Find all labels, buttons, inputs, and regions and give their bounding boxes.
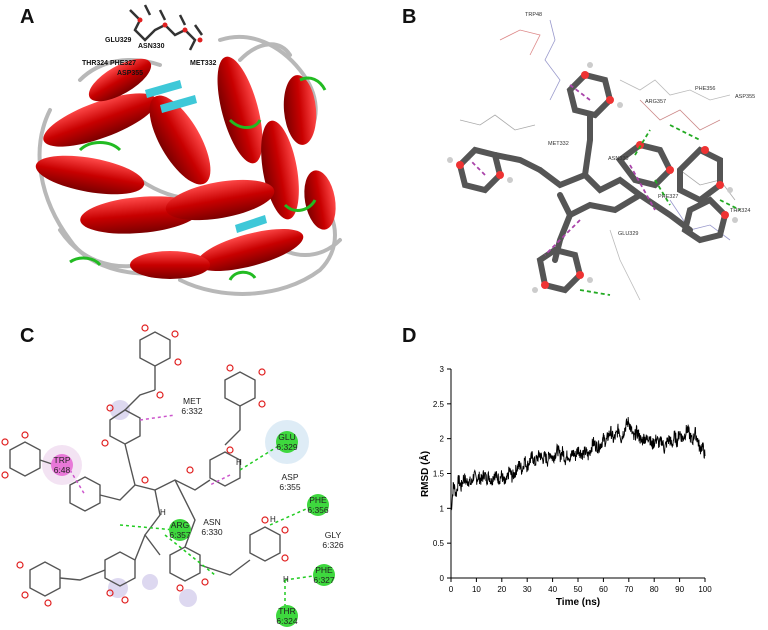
hydrogen-atom: H [283,575,289,584]
panel-c-residue-labels: MET 6:332 TRP 6:48 GLU 6:329 ASP 6:355 P… [54,396,344,626]
panel-b-binding-pocket: TRP48 MET332 ARG357 PHE356 ASP355 ASN330… [447,12,755,301]
residue-label: ASP355 [735,94,755,100]
residue-name: THR [278,606,295,616]
residue-name: PHE [309,495,327,505]
panel-b-residue-labels: TRP48 MET332 ARG357 PHE356 ASP355 ASN330… [525,12,755,237]
x-tick-label: 20 [497,585,506,594]
ligand-skeleton [9,331,281,597]
residue-number: 6:356 [307,505,329,515]
panel-a-residue-labels: GLU329 ASN330 THR324 PHE327 ASP355 MET33… [82,37,217,77]
panel-a-protein-structure: GLU329 ASN330 THR324 PHE327 ASP355 MET33… [35,4,342,296]
residue-label: PHE327 [110,60,136,67]
residue-label: THR324 [82,60,108,67]
y-tick-label: 2 [440,435,445,444]
residue-name: GLY [325,530,342,540]
residue-discs [51,431,335,627]
residue-name: TRP [54,455,71,465]
residue-name: ASN [203,517,220,527]
x-tick-label: 90 [675,585,684,594]
x-tick-label: 0 [449,585,454,594]
residue-number: 6:324 [276,616,298,626]
ligand-thick-sticks [456,71,729,294]
residue-label: PHE356 [695,86,716,92]
hydrogen-bonds [579,124,741,296]
residue-name: PHE [315,565,333,575]
residue-number: 6:327 [313,575,335,585]
residue-label: MET332 [190,60,217,67]
residue-number: 6:48 [54,465,71,475]
turns [69,76,327,281]
y-tick-label: 1.5 [433,470,445,479]
residue-label: ASP355 [117,70,143,77]
residue-number: 6:357 [169,530,191,540]
residue-name: ARG [171,520,189,530]
rmsd-series-line [450,416,706,512]
residue-number: 6:329 [276,442,298,452]
x-axis-label: Time (ns) [556,597,600,608]
x-tick-label: 40 [548,585,557,594]
residue-label: ASN330 [138,43,165,50]
alpha-helices [35,56,336,279]
residue-label: ARG357 [645,99,666,105]
residue-label: PHE327 [658,194,679,200]
residue-name: MET [183,396,201,406]
ligand-sticks [129,4,204,51]
pi-interactions [469,84,656,256]
residue-number: 6:355 [279,482,301,492]
residue-label: MET332 [548,141,569,147]
residue-label: TRP48 [525,12,542,18]
y-tick-label: 3 [440,365,445,374]
panel-a-label: A [20,6,35,28]
panel-c-label: C [20,325,35,347]
rmsd-line-chart: 0 0.5 1 1.5 2 2.5 3 0 10 20 30 40 50 60 70 80 90 100 Tim… [418,365,712,608]
x-tick-label: 60 [599,585,608,594]
residue-number: 6:332 [181,406,203,416]
hydrogen-atom: H [236,458,242,467]
residue-label: THR324 [730,208,750,214]
x-tick-label: 100 [698,585,712,594]
residue-number: 6:326 [322,540,344,550]
hydrogen-atom: H [270,515,276,524]
residue-name: GLU [278,432,295,442]
x-tick-label: 10 [472,585,481,594]
panel-b-label: B [402,6,417,28]
residue-label: GLU329 [105,37,132,44]
y-tick-label: 1 [440,504,445,513]
residue-label: GLU329 [618,231,639,237]
residue-number: 6:330 [201,527,223,537]
c-hydrogen-bonds [119,444,321,615]
residue-label: ASN330 [608,156,629,162]
y-tick-label: 0 [440,574,445,583]
hydrogen-atom: H [160,508,166,517]
beta-strands [145,80,267,233]
residue-name: ASP [281,472,298,482]
panel-d-label: D [402,325,417,347]
x-tick-label: 30 [523,585,532,594]
x-tick-label: 80 [650,585,659,594]
c-pi-interactions [69,414,231,496]
y-tick-label: 0.5 [433,539,445,548]
x-tick-label: 70 [624,585,633,594]
x-tick-label: 50 [574,585,583,594]
panel-c-2d-interaction-diagram: MET 6:332 TRP 6:48 GLU 6:329 ASP 6:355 P… [1,324,344,627]
y-tick-label: 2.5 [433,400,445,409]
y-axis-label: RMSD (Å) [418,451,431,497]
